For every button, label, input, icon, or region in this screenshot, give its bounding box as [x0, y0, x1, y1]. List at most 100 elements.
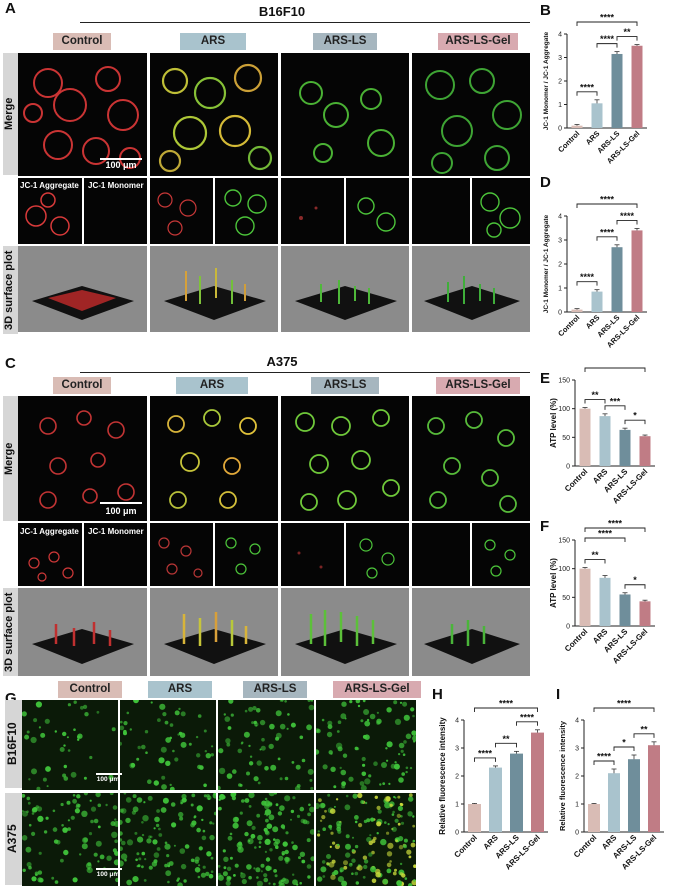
significance-label: ****: [478, 748, 493, 758]
aggregate-image-ars-a: [150, 178, 213, 244]
bar-ars-ls-gel: [648, 745, 660, 832]
surface-plot-ars-ls-c: [281, 588, 409, 676]
group-label-ars-g: ARS: [148, 681, 212, 698]
significance-label: ****: [597, 752, 612, 762]
significance-bracket: [633, 733, 655, 738]
monomer-image-ars-c: [215, 523, 278, 586]
panel-label-c: C: [5, 355, 16, 372]
significance-bracket: [596, 43, 618, 48]
significance-label: **: [591, 550, 599, 560]
bar-ars-ls: [611, 247, 623, 312]
panel-label-f: F: [540, 518, 550, 535]
significance-bracket: [576, 21, 638, 26]
merge-image-ars-ls-gel-a: [412, 53, 530, 176]
significance-label: ****: [608, 519, 623, 529]
aggregate-image-ars-ls-a: [281, 178, 344, 244]
y-axis-label: JC-1 Monomer / JC-1 Aggregate: [543, 31, 550, 130]
bar-ars: [608, 773, 620, 832]
significance-label: ****: [600, 227, 615, 237]
y-tick-label: 3: [455, 746, 459, 753]
surface-plot-ars-ls-gel-c: [412, 588, 530, 676]
y-tick-label: 1: [558, 286, 562, 293]
y-tick-label: 100: [558, 566, 570, 573]
significance-label: ****: [600, 195, 615, 205]
significance-label: ****: [617, 699, 632, 709]
significance-bracket: [584, 527, 646, 532]
scale-label-c: 100 μm: [105, 506, 137, 516]
merge-image-control-c: [18, 396, 147, 521]
significance-label: ****: [598, 529, 613, 539]
y-tick-label: 0: [566, 624, 570, 631]
group-label-ars-ls-gel: ARS-LS-Gel: [438, 33, 518, 50]
panel-label-h: H: [432, 686, 443, 703]
bar-ars-ls: [611, 53, 623, 128]
fluorescence-image-1-3: [316, 793, 416, 886]
merge-image-ars-ls-c: [281, 396, 409, 521]
monomer-image-ars-ls-a: [346, 178, 409, 244]
significance-label: ****: [580, 82, 595, 92]
significance-bracket: [624, 419, 646, 425]
scale-label-g2: 100 μm: [96, 871, 120, 878]
surface-plot-control-a: [18, 246, 147, 332]
fluorescence-image-0-0: [22, 700, 118, 790]
significance-bracket: [584, 399, 606, 404]
significance-label: ****: [499, 699, 514, 709]
bar-ars-ls: [619, 429, 631, 466]
category-label: Control: [563, 627, 589, 653]
significance-bracket: [593, 760, 615, 765]
aggregate-image-control-a: [18, 178, 82, 244]
y-tick-label: 1: [455, 802, 459, 809]
surface-plot-ars-ls-a: [281, 246, 409, 332]
chart-h: 0 1 2 3 4 Relative fluorescence intensity Cont…: [438, 699, 548, 871]
fluorescence-image-0-2: [218, 700, 314, 790]
y-tick-label: 2: [558, 79, 562, 86]
bar-ars: [591, 103, 603, 128]
significance-label: **: [502, 734, 510, 744]
surface-plot-ars-a: [150, 246, 278, 332]
row-label-surface-a: 3D surface plot: [3, 246, 18, 334]
fluorescence-image-1-0: [22, 793, 118, 886]
significance-label: *: [622, 738, 626, 748]
significance-label: ****: [520, 712, 535, 722]
fluorescence-image-0-3: [316, 700, 416, 790]
y-tick-label: 2: [575, 774, 579, 781]
bar-ars: [599, 577, 611, 626]
y-tick-label: 0: [558, 310, 562, 317]
row-label-a375-g: A375: [5, 793, 22, 885]
bar-control: [468, 804, 481, 832]
significance-bracket: [616, 220, 638, 225]
y-tick-label: 3: [558, 55, 562, 62]
y-axis-label: JC-1 Monomer / JC-1 Aggregate: [543, 214, 550, 313]
significance-bracket: [576, 91, 598, 96]
group-label-control-c: Control: [53, 377, 111, 394]
bar-control: [579, 408, 591, 466]
significance-bracket: [604, 405, 626, 410]
bar-ars-ls: [628, 759, 640, 832]
y-tick-label: 2: [455, 774, 459, 781]
bar-ars-ls: [510, 753, 523, 832]
y-tick-label: 2: [558, 262, 562, 269]
scale-bar-c: [100, 502, 142, 504]
panel-label-d: D: [540, 174, 551, 191]
y-tick-label: 4: [575, 718, 579, 725]
chart-i: 0 1 2 3 4 Relative fluorescence intensity Cont…: [558, 699, 664, 871]
significance-bracket: [613, 746, 635, 751]
aggregate-image-ars-ls-c: [281, 523, 344, 586]
monomer-image-control-a: [84, 178, 147, 244]
aggregate-image-control-c: [18, 523, 82, 586]
significance-bracket: [474, 757, 496, 762]
group-label-ars-ls: ARS-LS: [313, 33, 377, 50]
monomer-image-ars-a: [215, 178, 278, 244]
surface-plot-ars-c: [150, 588, 278, 676]
significance-label: *: [633, 411, 637, 421]
significance-label: *: [633, 575, 637, 585]
y-tick-label: 4: [455, 718, 459, 725]
aggregate-image-ars-c: [150, 523, 213, 586]
scale-bar-a: [100, 158, 142, 160]
group-label-ars-ls-gel-c: ARS-LS-Gel: [436, 377, 520, 394]
aggregate-image-ars-ls-gel-a: [412, 178, 470, 244]
bar-ars-ls-gel: [631, 230, 643, 312]
panel-label-a: A: [5, 0, 16, 17]
significance-bracket: [596, 236, 618, 241]
